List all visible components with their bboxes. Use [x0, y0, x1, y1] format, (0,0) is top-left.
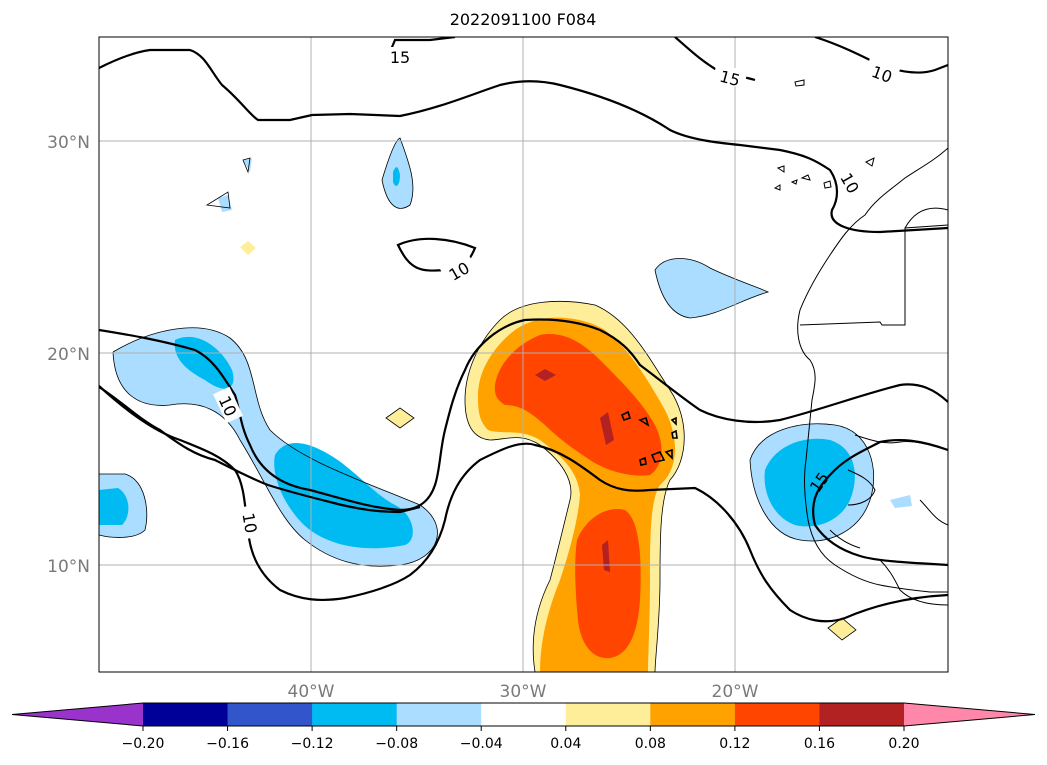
lon-label: 30°W	[500, 682, 547, 702]
colorbar-tick-label: 0.16	[804, 736, 835, 752]
colorbar-tick-label: 0.04	[550, 736, 581, 752]
gridlines	[99, 37, 948, 672]
contour-lines	[99, 37, 948, 623]
colorbar-segment	[481, 703, 567, 726]
colorbar-extend-low	[12, 703, 143, 726]
colorbar-tick-label: −0.04	[460, 736, 503, 752]
anomaly-outlines	[99, 137, 875, 672]
colorbar-tick-label: −0.16	[206, 736, 249, 752]
lon-label: 40°W	[288, 682, 335, 702]
contour-label: 15	[390, 48, 410, 67]
colorbar-segment	[227, 703, 313, 726]
positive-anomaly-dark-red	[535, 369, 614, 572]
contour-label: 10	[238, 511, 260, 534]
colorbar-segment	[312, 703, 398, 726]
lat-label: 30°N	[47, 133, 90, 153]
map-plot-area: 15 15 10 10 10 10 10 15	[99, 37, 948, 672]
map-frame	[98, 36, 949, 673]
positive-anomaly-red-orange	[494, 334, 662, 659]
contour-label: 15	[718, 67, 743, 91]
colorbar-extend-high	[904, 703, 1035, 726]
small-contours	[620, 410, 678, 466]
colorbar-tick-label: −0.08	[375, 736, 418, 752]
colorbar: −0.20 −0.16 −0.12 −0.08 −0.04 0.04 0.08 0.12 0.1…	[11, 702, 1036, 752]
colorbar-segment	[396, 703, 482, 726]
colorbar-segment	[819, 703, 905, 726]
negative-anomaly-blue	[99, 167, 855, 549]
colorbar-tick-label: −0.12	[291, 736, 334, 752]
colorbar-tick-label: −0.20	[122, 736, 165, 752]
colorbar-segment	[565, 703, 651, 726]
colorbar-tick-label: 0.20	[888, 736, 919, 752]
colorbar-tick-label: 0.12	[719, 736, 750, 752]
colorbar-segment	[734, 703, 820, 726]
colorbar-segment	[650, 703, 736, 726]
lat-label: 10°N	[47, 557, 90, 577]
lat-label: 20°N	[47, 345, 90, 365]
lon-label: 20°W	[712, 682, 759, 702]
map-title: 2022091100 F084	[450, 10, 597, 29]
colorbar-segment	[143, 703, 229, 726]
colorbar-tick-label: 0.08	[635, 736, 666, 752]
coastlines	[773, 79, 948, 606]
